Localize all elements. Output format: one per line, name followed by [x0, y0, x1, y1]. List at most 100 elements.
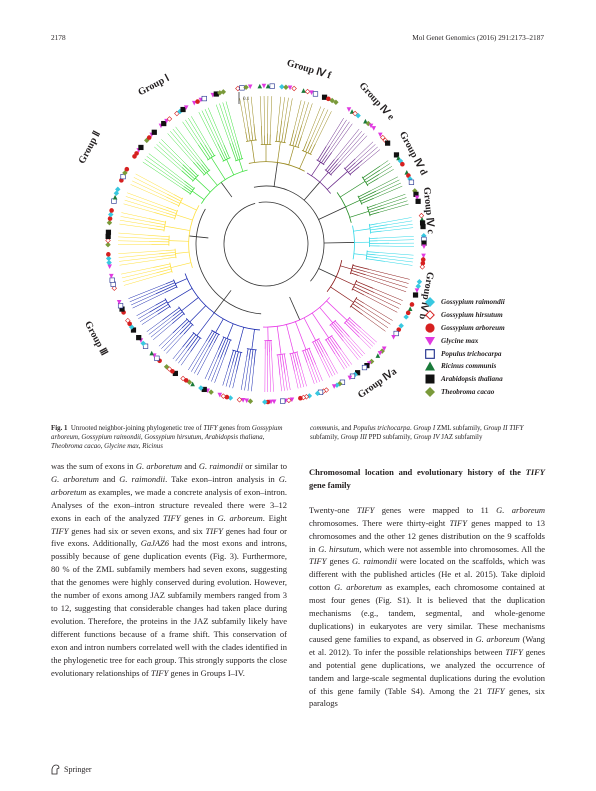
tree-branch: [166, 213, 176, 216]
tree-branch: [362, 198, 374, 203]
tip-marker: [152, 130, 157, 135]
tip-marker: [416, 284, 421, 289]
tree-branch: [369, 294, 399, 309]
tree-branch: [370, 228, 387, 230]
tree-branch: [299, 152, 306, 168]
springer-horse-icon: [51, 764, 60, 775]
tree-branch: [378, 236, 414, 238]
tree-branch: [149, 222, 165, 225]
tree-branch-arc: [223, 158, 231, 162]
tip-marker: [404, 315, 409, 320]
tree-branch: [207, 173, 218, 186]
legend-item: Gossypium raimondii: [425, 296, 505, 309]
tree-branch-arc: [211, 330, 219, 335]
tip-marker: [248, 399, 253, 404]
tree-branch-arc: [223, 337, 232, 341]
tree-branch: [119, 254, 159, 258]
page-number: 2178: [51, 33, 66, 42]
tree-branch: [312, 110, 328, 145]
tip-marker: [161, 121, 166, 126]
tree-branch: [362, 315, 385, 332]
tree-branch: [319, 269, 337, 277]
tip-marker: [202, 96, 207, 101]
tree-branch-arc: [352, 280, 357, 290]
tree-branch: [224, 145, 230, 158]
tip-marker: [248, 84, 253, 89]
tree-branch: [161, 255, 175, 257]
tree-branch: [226, 101, 237, 140]
tree-branch: [251, 365, 254, 391]
tree-branch: [219, 104, 232, 144]
tree-branch: [290, 297, 300, 320]
tree-branch: [226, 363, 232, 386]
tip-marker: [371, 126, 376, 131]
tree-branch: [128, 284, 165, 299]
tree-branch: [284, 354, 287, 370]
tree-branch: [287, 370, 290, 390]
tree-branch: [175, 252, 189, 253]
tip-marker: [362, 365, 367, 370]
tree-branch: [118, 233, 147, 235]
tree-branch: [195, 178, 210, 192]
tree-branch: [276, 131, 277, 141]
tree-branch: [185, 185, 193, 191]
tree-branch: [246, 132, 248, 141]
tree-branch: [168, 257, 176, 258]
tree-branch: [327, 301, 348, 320]
tree-branch: [183, 122, 199, 145]
tip-marker: [399, 323, 404, 328]
tree-branch: [173, 347, 183, 359]
tree-branch: [286, 325, 293, 353]
tip-marker: [280, 399, 285, 404]
species-legend: Gossypium raimondii Gossypium hirsutum Gos…: [425, 296, 505, 398]
tree-branch: [387, 224, 412, 227]
tree-branch: [340, 266, 352, 269]
tree-branch: [252, 350, 253, 359]
tree-branch: [348, 160, 362, 172]
tree-branch: [227, 159, 234, 175]
tree-branch: [176, 348, 186, 362]
tree-branch: [160, 271, 172, 274]
tree-branch: [366, 174, 379, 182]
tree-branch: [270, 96, 272, 134]
diamond-marker-icon: [425, 297, 435, 307]
tip-marker: [394, 153, 399, 158]
tree-branch: [367, 256, 378, 257]
tree-branch: [332, 324, 343, 338]
tree-branch: [355, 326, 375, 344]
tree-branch: [385, 261, 412, 265]
tip-marker: [416, 199, 421, 204]
tree-branch: [214, 334, 219, 343]
legend-label: Arabidopsis thaliana: [441, 375, 503, 383]
tree-branch: [208, 108, 224, 145]
tree-branch: [335, 321, 349, 337]
tree-branch: [218, 337, 224, 350]
tree-branch: [154, 213, 174, 219]
tree-branch: [359, 333, 373, 346]
tip-marker: [107, 260, 112, 265]
tree-branch: [175, 279, 187, 284]
tree-branch: [125, 200, 166, 213]
tree-branch: [251, 141, 254, 163]
tip-marker: [108, 216, 113, 221]
tree-branch: [131, 184, 171, 202]
tree-branch-arc: [178, 198, 182, 207]
tree-branch: [285, 374, 287, 391]
tip-marker: [298, 396, 303, 401]
tree-branch: [160, 266, 171, 269]
tree-branch: [340, 357, 347, 368]
tree-branch: [176, 215, 193, 220]
tip-marker: [112, 199, 117, 204]
tree-branch: [225, 340, 231, 356]
tip-marker: [109, 208, 114, 213]
tree-branch: [374, 186, 403, 198]
tree-branch: [252, 131, 253, 140]
tree-branch: [279, 121, 282, 142]
tip-marker: [107, 264, 112, 269]
tip-marker: [406, 311, 411, 316]
tree-branch: [209, 332, 215, 342]
tree-branch: [347, 163, 356, 171]
tree-branch: [360, 308, 388, 327]
tree-branch: [304, 318, 316, 341]
tree-branch: [346, 321, 358, 333]
